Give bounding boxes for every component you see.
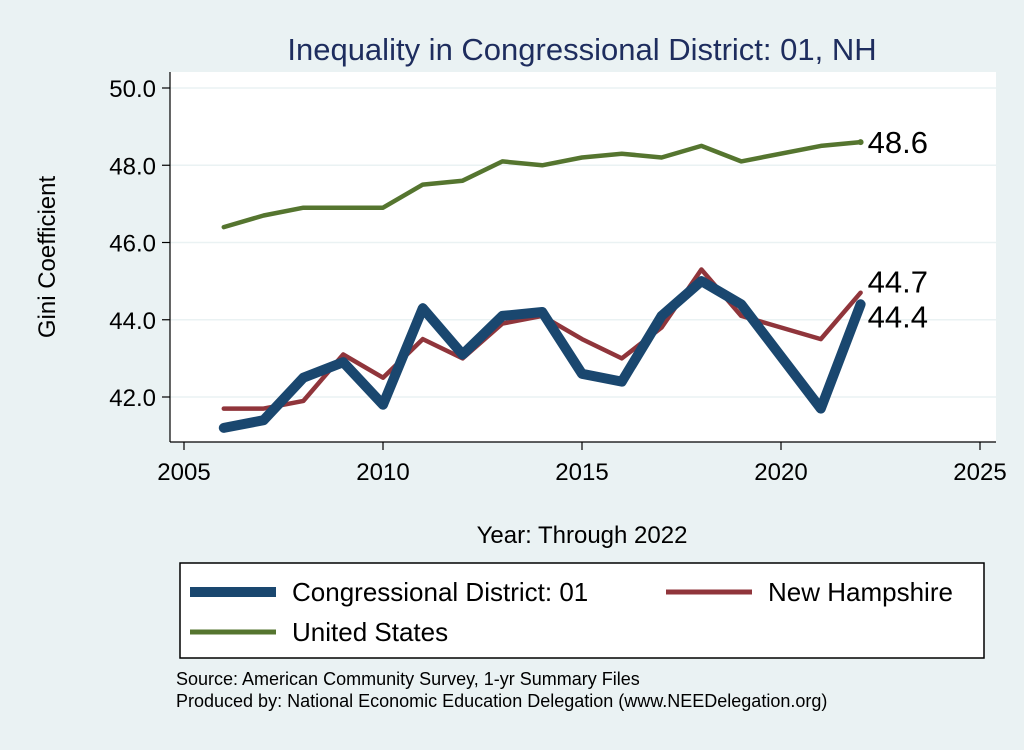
y-axis-label: Gini Coefficient <box>34 176 61 339</box>
x-axis-label: Year: Through 2022 <box>477 522 688 549</box>
legend-label-congressional-district: Congressional District: 01 <box>292 577 588 607</box>
chart-title: Inequality in Congressional District: 01… <box>287 32 876 67</box>
legend-label-new-hampshire: New Hampshire <box>768 577 953 607</box>
legend: Congressional District: 01 New Hampshire… <box>179 562 985 659</box>
produced-by-line: Produced by: National Economic Education… <box>176 691 828 711</box>
series-lines <box>218 139 866 433</box>
end-labels: 44.444.7 48.6 <box>868 125 928 334</box>
series-line-united-states <box>221 139 863 230</box>
y-tick-label: 44.0 <box>109 308 156 335</box>
legend-label-united-states: United States <box>292 617 448 647</box>
x-tick-label: 2005 <box>157 459 210 486</box>
x-tick-label: 2010 <box>356 459 409 486</box>
end-label: 48.6 <box>868 125 928 160</box>
axes: 42.0 44.0 46.0 48.0 50.0 2005 2010 2015 2020 2025 <box>109 72 1007 486</box>
end-label: 44.7 <box>868 265 928 300</box>
x-tick-label: 2020 <box>754 459 807 486</box>
x-tick-label: 2025 <box>953 459 1006 486</box>
x-tick-label: 2015 <box>555 459 608 486</box>
y-tick-label: 48.0 <box>109 153 156 180</box>
end-label: 44.4 <box>868 299 928 334</box>
series-endpoint-marker <box>857 139 864 146</box>
y-tick-label: 46.0 <box>109 231 156 258</box>
source-line: Source: American Community Survey, 1-yr … <box>176 669 640 689</box>
series-line-congressional-district-01 <box>218 276 866 433</box>
source-note: Source: American Community Survey, 1-yr … <box>176 668 827 712</box>
y-tick-label: 42.0 <box>109 385 156 412</box>
legend-box <box>179 562 985 659</box>
y-tick-label: 50.0 <box>109 76 156 103</box>
